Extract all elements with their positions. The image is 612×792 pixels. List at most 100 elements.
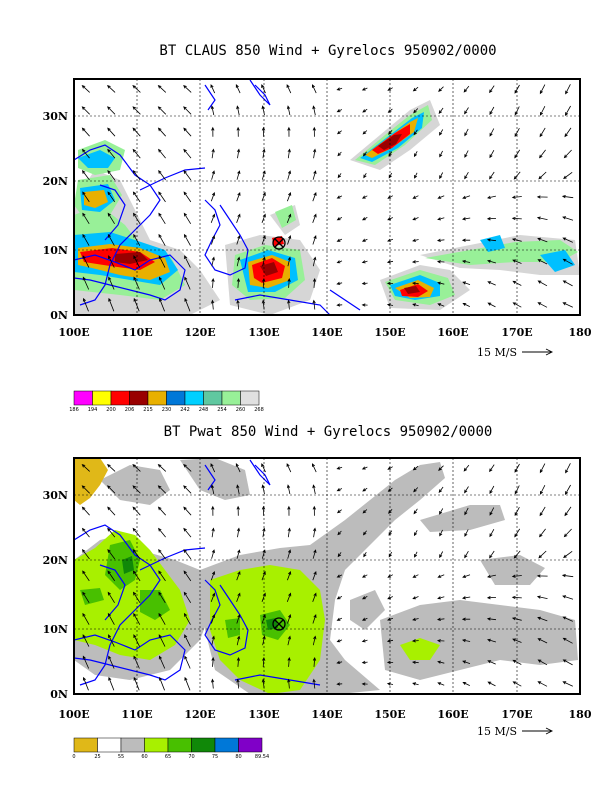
wind-arrow xyxy=(262,277,266,288)
wind-arrow xyxy=(487,302,496,308)
wind-arrow xyxy=(286,592,292,602)
wind-arrow xyxy=(107,212,115,225)
wind-arrow xyxy=(312,277,317,288)
wind-arrow xyxy=(312,191,317,202)
wind-arrow xyxy=(414,551,418,558)
wind-arrow xyxy=(336,109,343,113)
wind-arrow xyxy=(158,527,166,538)
wind-arrow xyxy=(438,465,444,471)
colorbar-label: 242 xyxy=(180,407,190,413)
colorbar: 186 194 200 206 215 230 242 248 254 260 268 xyxy=(69,390,264,413)
wind-arrow xyxy=(436,639,445,643)
wind-arrow xyxy=(388,151,393,157)
wind-arrow xyxy=(82,570,90,582)
wind-arrow xyxy=(183,127,192,137)
wind-arrow xyxy=(539,127,546,138)
wind-arrow xyxy=(312,592,317,602)
wind-arrow xyxy=(514,128,520,137)
colorbar-swatch xyxy=(144,737,169,753)
lon-tick: 100E xyxy=(58,708,89,721)
wind-arrow xyxy=(386,660,394,665)
lat-tick: 0N xyxy=(50,309,68,322)
wind-arrow xyxy=(81,170,90,181)
wind-arrow xyxy=(437,660,445,664)
wind-arrow xyxy=(462,682,470,686)
wind-arrow xyxy=(538,550,547,559)
wind-arrow xyxy=(437,195,445,199)
wind-arrow xyxy=(107,84,116,93)
wind-arrow xyxy=(236,105,240,116)
wind-arrow xyxy=(183,527,192,538)
wind-arrow xyxy=(514,485,520,495)
wind-arrow xyxy=(536,195,548,199)
wind-arrow xyxy=(361,303,368,307)
wind-arrow xyxy=(236,235,241,245)
wind-arrow xyxy=(210,484,215,495)
wind-arrow xyxy=(561,195,574,199)
wind-arrow xyxy=(387,596,393,600)
lon-tick: 120E xyxy=(184,326,215,339)
panel-title: BT Pwat 850 Wind + Gyrelocs 950902/0000 xyxy=(164,424,493,440)
wind-arrow xyxy=(157,106,167,115)
wind-arrow xyxy=(287,678,291,689)
lon-tick: 170E xyxy=(501,708,532,721)
wind-arrow xyxy=(81,485,90,494)
wind-arrow xyxy=(512,280,522,286)
wind-arrow xyxy=(210,105,215,116)
wind-arrow xyxy=(107,191,116,203)
wind-arrow xyxy=(514,149,521,159)
wind-arrow xyxy=(82,297,89,312)
lat-tick: 0N xyxy=(50,688,68,701)
colorbar-swatch xyxy=(120,737,145,753)
colorbar-swatch xyxy=(184,390,204,406)
wind-arrow xyxy=(437,682,445,686)
lat-tick: 10N xyxy=(43,244,68,257)
wind-arrow xyxy=(261,213,266,223)
wind-arrow xyxy=(512,259,522,264)
wind-arrow xyxy=(336,281,343,285)
wind-arrow xyxy=(537,681,548,687)
wind-arrow xyxy=(336,488,343,492)
wind-arrow xyxy=(262,148,266,159)
colorbar-label: 268 xyxy=(254,407,264,413)
wind-arrow xyxy=(439,529,443,537)
wind-arrow xyxy=(107,127,116,137)
wind-arrow xyxy=(336,466,343,470)
wind-arrow xyxy=(561,574,574,578)
wind-arrow xyxy=(211,299,215,310)
lon-tick: 180 xyxy=(569,708,592,721)
wind-arrow xyxy=(236,614,241,624)
wind-arrow xyxy=(211,527,215,538)
wind-arrow xyxy=(236,148,241,159)
wind-arrow xyxy=(489,464,495,473)
wind-arrow xyxy=(564,484,571,495)
wind-arrow xyxy=(157,485,167,494)
wind-arrow xyxy=(183,84,192,93)
wind-arrow xyxy=(414,172,418,179)
wind-arrow xyxy=(236,570,241,581)
wind-arrow xyxy=(464,550,469,559)
vector-scale-label: 15 M/S xyxy=(477,346,517,359)
colorbar-label: 230 xyxy=(162,407,172,413)
wind-arrow xyxy=(235,463,241,473)
wind-arrow xyxy=(387,87,393,91)
wind-arrow xyxy=(133,212,141,225)
wind-arrow xyxy=(537,280,548,287)
wind-arrow xyxy=(184,655,191,669)
wind-arrow xyxy=(82,233,90,246)
wind-arrow xyxy=(411,260,419,264)
wind-arrow xyxy=(336,660,343,664)
lat-tick: 30N xyxy=(43,110,68,123)
colorbar-swatch xyxy=(191,737,216,753)
wind-arrow xyxy=(133,297,140,312)
wind-arrow xyxy=(412,217,419,221)
wind-arrow xyxy=(312,234,317,245)
wind-arrow xyxy=(563,550,573,559)
wind-arrow xyxy=(336,639,343,643)
colorbar-label: 70 xyxy=(188,754,194,760)
wind-arrow xyxy=(437,303,445,307)
wind-arrow xyxy=(183,148,192,159)
wind-arrow xyxy=(464,171,469,180)
wind-arrow xyxy=(158,191,166,203)
wind-arrow xyxy=(336,130,342,135)
